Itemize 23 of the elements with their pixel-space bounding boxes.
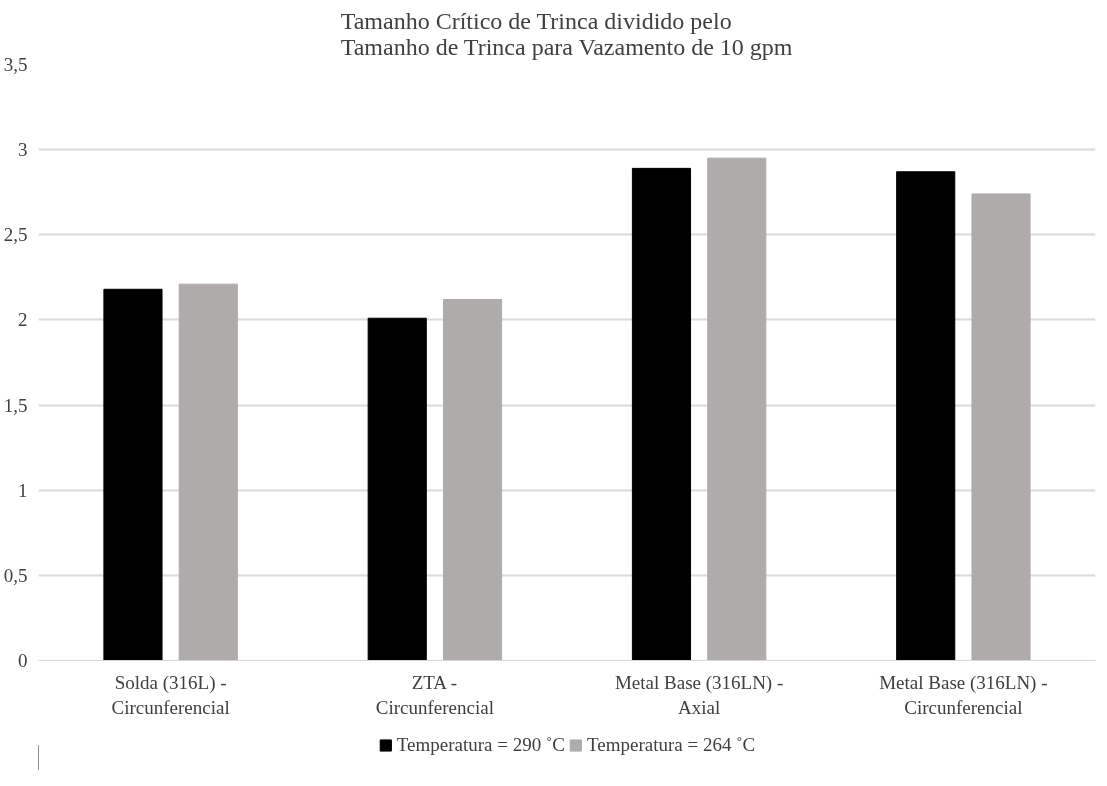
bar xyxy=(896,171,956,661)
x-tick-label: Solda (316L) - Circunferencial xyxy=(111,671,230,718)
y-tick-label: 2 xyxy=(18,309,28,331)
x-tick-label: Metal Base (316LN) - Axial xyxy=(614,671,784,718)
bar xyxy=(442,298,503,661)
y-tick-label: 0,5 xyxy=(3,564,28,586)
y-tick-label: 3 xyxy=(18,139,28,161)
y-tick-label: 1 xyxy=(18,479,28,501)
y-tick-label: 2,5 xyxy=(3,224,28,246)
bar xyxy=(367,317,427,661)
y-tick-label: 1,5 xyxy=(3,394,28,416)
bar xyxy=(971,193,1031,661)
bar xyxy=(707,157,767,661)
chart-title: Tamanho Crítico de Trinca dividido pelo Tamanho de Trinca para Vazamento de 10 gpm xyxy=(340,7,793,60)
bar xyxy=(103,288,163,661)
bar xyxy=(631,167,692,661)
x-tick-label: ZTA - Circunferencial xyxy=(375,671,494,718)
y-tick-label: 0 xyxy=(18,650,28,671)
y-tick-label: 3,5 xyxy=(3,54,28,75)
legend-label: Temperatura = 290 ˚C xyxy=(396,734,565,756)
legend-label: Temperatura = 264 ˚C xyxy=(587,734,756,756)
bar xyxy=(178,283,238,661)
x-tick-label: Metal Base (316LN) - Circunferencial xyxy=(879,671,1048,718)
